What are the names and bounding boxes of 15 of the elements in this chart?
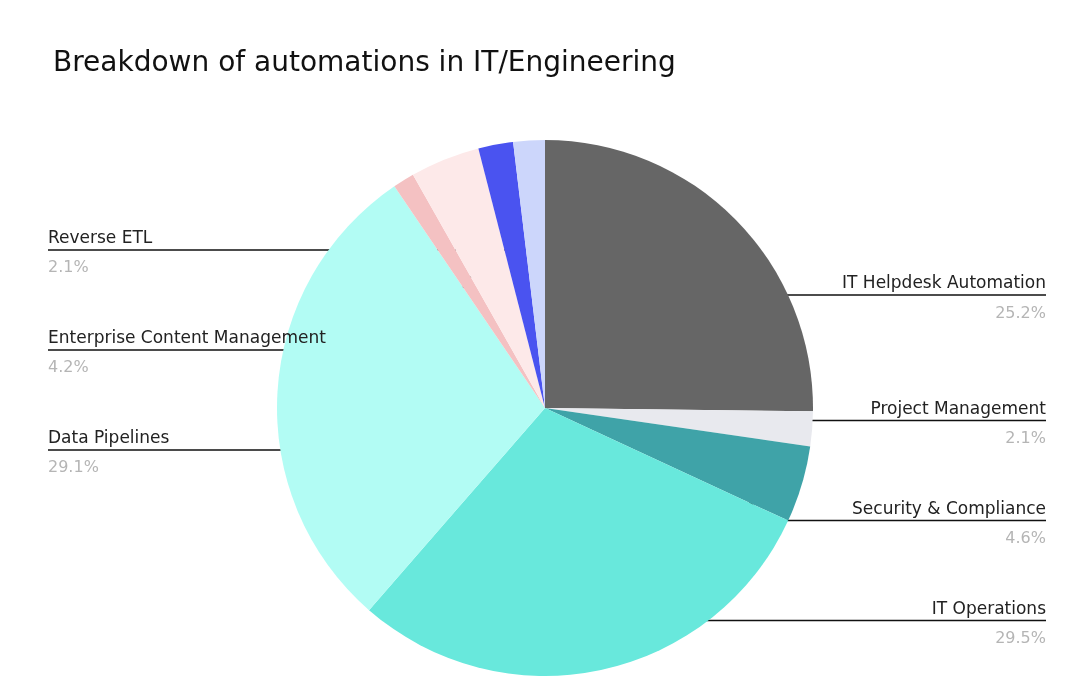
slice-label: Project Management bbox=[870, 397, 1047, 418]
chart-title: Breakdown of automations in IT/Engineering bbox=[53, 44, 676, 78]
data-label: 29.5% bbox=[995, 628, 1046, 648]
data-label: 4.2% bbox=[48, 357, 89, 377]
slice-label: IT Helpdesk Automation bbox=[842, 272, 1046, 293]
data-label: 4.6% bbox=[1005, 528, 1046, 548]
slice-label: Data Pipelines bbox=[48, 426, 170, 447]
slice-label: Enterprise Content Management bbox=[48, 326, 327, 347]
data-label: 29.1% bbox=[48, 457, 99, 477]
slice-label: IT Operations bbox=[931, 597, 1047, 618]
data-label: 2.1% bbox=[1005, 428, 1046, 448]
slice-label: Reverse ETL bbox=[48, 226, 153, 247]
slice-label: Security & Compliance bbox=[852, 497, 1046, 518]
data-label: 25.2% bbox=[995, 302, 1046, 322]
data-label: 2.1% bbox=[48, 257, 89, 277]
